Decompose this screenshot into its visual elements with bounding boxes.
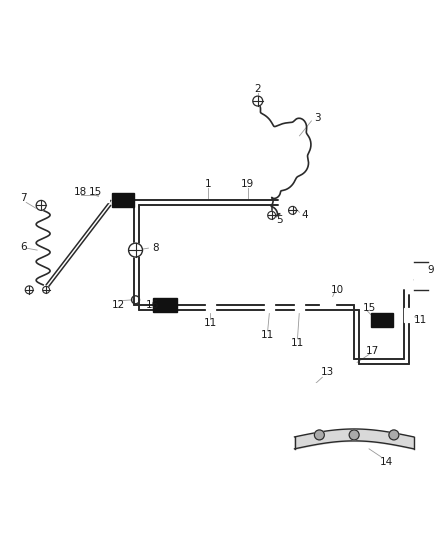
Text: 6: 6 <box>20 242 27 252</box>
Circle shape <box>289 206 297 214</box>
Circle shape <box>253 96 263 106</box>
Bar <box>99 189 109 203</box>
Circle shape <box>129 243 142 257</box>
Text: 16: 16 <box>146 300 159 310</box>
Text: 5: 5 <box>276 215 283 225</box>
Circle shape <box>36 200 46 211</box>
Text: 11: 11 <box>414 314 427 325</box>
Text: 11: 11 <box>203 318 217 328</box>
Bar <box>303 383 316 392</box>
Circle shape <box>314 430 324 440</box>
Bar <box>371 313 393 327</box>
Text: 2: 2 <box>254 84 261 94</box>
Bar <box>153 298 177 312</box>
Text: 14: 14 <box>380 457 394 467</box>
Text: 4: 4 <box>301 211 308 220</box>
Circle shape <box>42 286 49 293</box>
Circle shape <box>349 430 359 440</box>
Text: 8: 8 <box>152 243 159 253</box>
Text: 11: 11 <box>261 329 274 340</box>
Text: 11: 11 <box>291 337 304 348</box>
Text: 10: 10 <box>331 285 344 295</box>
Circle shape <box>389 430 399 440</box>
Bar <box>320 297 335 307</box>
Bar <box>295 298 304 312</box>
Text: 1: 1 <box>205 179 212 189</box>
Text: 15: 15 <box>362 303 376 313</box>
Text: 18: 18 <box>74 188 88 197</box>
Text: 19: 19 <box>241 179 254 189</box>
Bar <box>205 298 215 312</box>
Circle shape <box>268 212 276 219</box>
Bar <box>414 262 427 290</box>
Bar <box>112 193 134 207</box>
Text: 17: 17 <box>365 346 378 357</box>
Text: 12: 12 <box>112 300 125 310</box>
Text: 9: 9 <box>427 265 434 275</box>
Text: 13: 13 <box>321 367 334 377</box>
Text: 7: 7 <box>20 193 27 204</box>
Bar <box>404 308 413 321</box>
Circle shape <box>25 286 33 294</box>
Text: 3: 3 <box>314 113 321 123</box>
Text: 15: 15 <box>89 188 102 197</box>
Bar <box>265 298 274 312</box>
